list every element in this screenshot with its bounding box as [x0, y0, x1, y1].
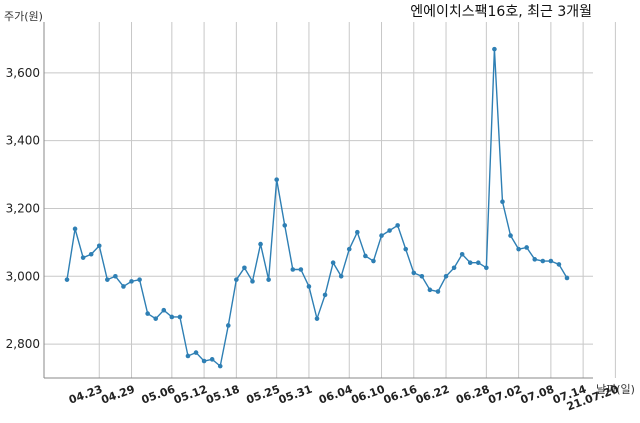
data-point — [427, 287, 433, 293]
data-point — [185, 353, 191, 359]
x-tick-label: 04.29 — [99, 383, 136, 407]
data-point — [403, 246, 409, 252]
data-point — [161, 307, 167, 313]
data-point — [475, 260, 481, 266]
data-point — [169, 314, 175, 320]
data-point — [64, 277, 70, 282]
data-point — [564, 275, 570, 281]
data-point — [80, 255, 86, 260]
data-point — [96, 243, 102, 249]
y-tick-label: 2,800 — [6, 337, 40, 351]
y-tick-labels: 2,800 3,000 3,200 3,400 3,600 — [6, 66, 40, 351]
data-point — [516, 246, 521, 252]
data-point — [363, 253, 368, 259]
y-tick-label: 3,400 — [6, 134, 40, 148]
data-point — [322, 292, 328, 298]
data-point — [145, 311, 150, 316]
data-point — [282, 223, 288, 228]
data-point — [387, 228, 392, 233]
data-point — [298, 267, 304, 272]
data-point — [177, 314, 183, 320]
data-point — [290, 267, 296, 272]
x-tick-label: 05.31 — [277, 383, 314, 407]
data-point — [548, 258, 554, 264]
data-point — [435, 289, 441, 294]
data-point — [540, 258, 546, 264]
data-point — [274, 177, 279, 182]
data-point — [492, 46, 497, 52]
data-point — [129, 279, 134, 284]
data-point — [346, 246, 352, 252]
data-point — [153, 316, 159, 321]
data-point — [338, 273, 344, 279]
data-point — [225, 323, 231, 328]
data-point — [314, 316, 320, 321]
data-point — [556, 262, 562, 267]
data-point — [72, 226, 78, 232]
y-axis-unit-label: 주가(원) — [4, 10, 43, 23]
data-point — [242, 265, 247, 271]
chart-title: 엔에이치스팩16호, 최근 3개월 — [410, 4, 592, 20]
data-point — [217, 363, 223, 369]
data-point — [258, 241, 263, 247]
data-point — [451, 265, 457, 271]
data-point — [467, 260, 473, 266]
data-point — [508, 233, 513, 238]
data-point — [459, 251, 465, 257]
x-tick-label: 06.22 — [414, 383, 451, 407]
data-point — [137, 277, 142, 282]
data-point — [443, 273, 449, 279]
data-point — [105, 277, 110, 282]
x-tick-label: 05.18 — [204, 383, 241, 407]
data-point — [524, 245, 529, 250]
series-price — [64, 46, 570, 369]
data-point — [193, 350, 199, 355]
data-point — [209, 357, 215, 362]
x-axis-unit-label: 날짜(일) — [596, 382, 635, 396]
axes — [43, 22, 593, 379]
data-point — [266, 277, 271, 282]
data-point — [532, 257, 538, 262]
grid-lines — [44, 22, 616, 378]
y-tick-label: 3,600 — [6, 66, 40, 80]
data-point — [121, 284, 126, 289]
data-point — [330, 260, 336, 266]
data-point — [355, 229, 360, 235]
data-point — [500, 199, 505, 204]
data-point — [306, 284, 312, 289]
data-point — [88, 251, 94, 257]
data-point — [201, 358, 207, 364]
data-point — [419, 273, 425, 279]
data-point — [371, 258, 376, 264]
data-point — [234, 277, 239, 282]
data-point — [250, 279, 255, 284]
data-point — [379, 233, 384, 238]
y-tick-label: 3,000 — [6, 269, 40, 283]
data-point — [484, 265, 489, 271]
data-point — [411, 270, 417, 276]
data-point — [395, 223, 400, 228]
data-point — [113, 273, 118, 279]
y-tick-label: 3,200 — [6, 201, 40, 215]
